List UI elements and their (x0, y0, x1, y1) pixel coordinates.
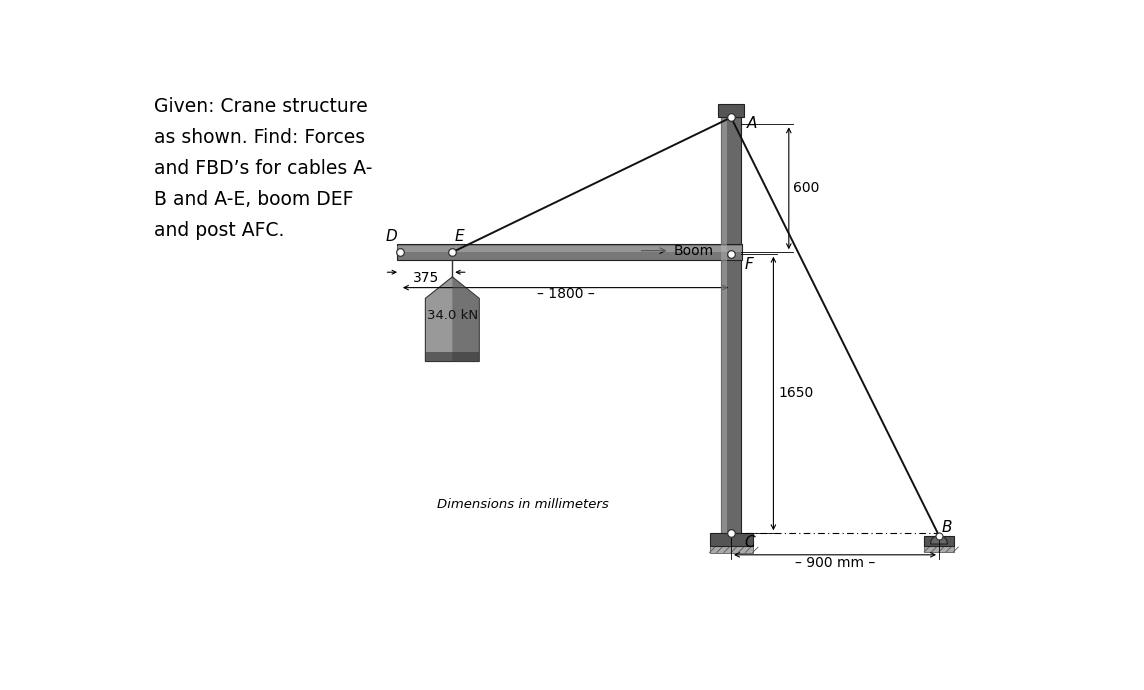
Polygon shape (930, 535, 947, 544)
Text: – 900 mm –: – 900 mm – (795, 556, 875, 571)
Text: Dimensions in millimeters: Dimensions in millimeters (437, 498, 609, 511)
Polygon shape (426, 353, 479, 362)
Text: B: B (942, 520, 953, 535)
Bar (718, 104, 744, 117)
Polygon shape (426, 277, 479, 362)
Text: 375: 375 (413, 271, 439, 286)
Bar (924, 535, 954, 546)
Bar (924, 546, 954, 552)
Text: E: E (454, 228, 464, 244)
Bar (709, 533, 753, 546)
Bar (721, 117, 726, 533)
Polygon shape (452, 277, 479, 362)
Text: 600: 600 (793, 181, 819, 195)
Text: 1650: 1650 (778, 386, 813, 400)
Text: D: D (386, 228, 398, 244)
Text: F: F (744, 257, 753, 272)
Text: 34.0 kN: 34.0 kN (427, 309, 478, 322)
Text: C: C (744, 535, 755, 550)
Bar (397, 246, 741, 253)
Text: – 1800 –: – 1800 – (537, 287, 595, 301)
Text: A: A (747, 116, 757, 131)
Text: Boom: Boom (674, 244, 714, 257)
Bar (397, 244, 741, 260)
Bar (721, 117, 741, 533)
Text: Given: Crane structure
as shown. Find: Forces
and FBD’s for cables A-
B and A-E,: Given: Crane structure as shown. Find: F… (153, 97, 372, 239)
Bar (709, 546, 753, 553)
